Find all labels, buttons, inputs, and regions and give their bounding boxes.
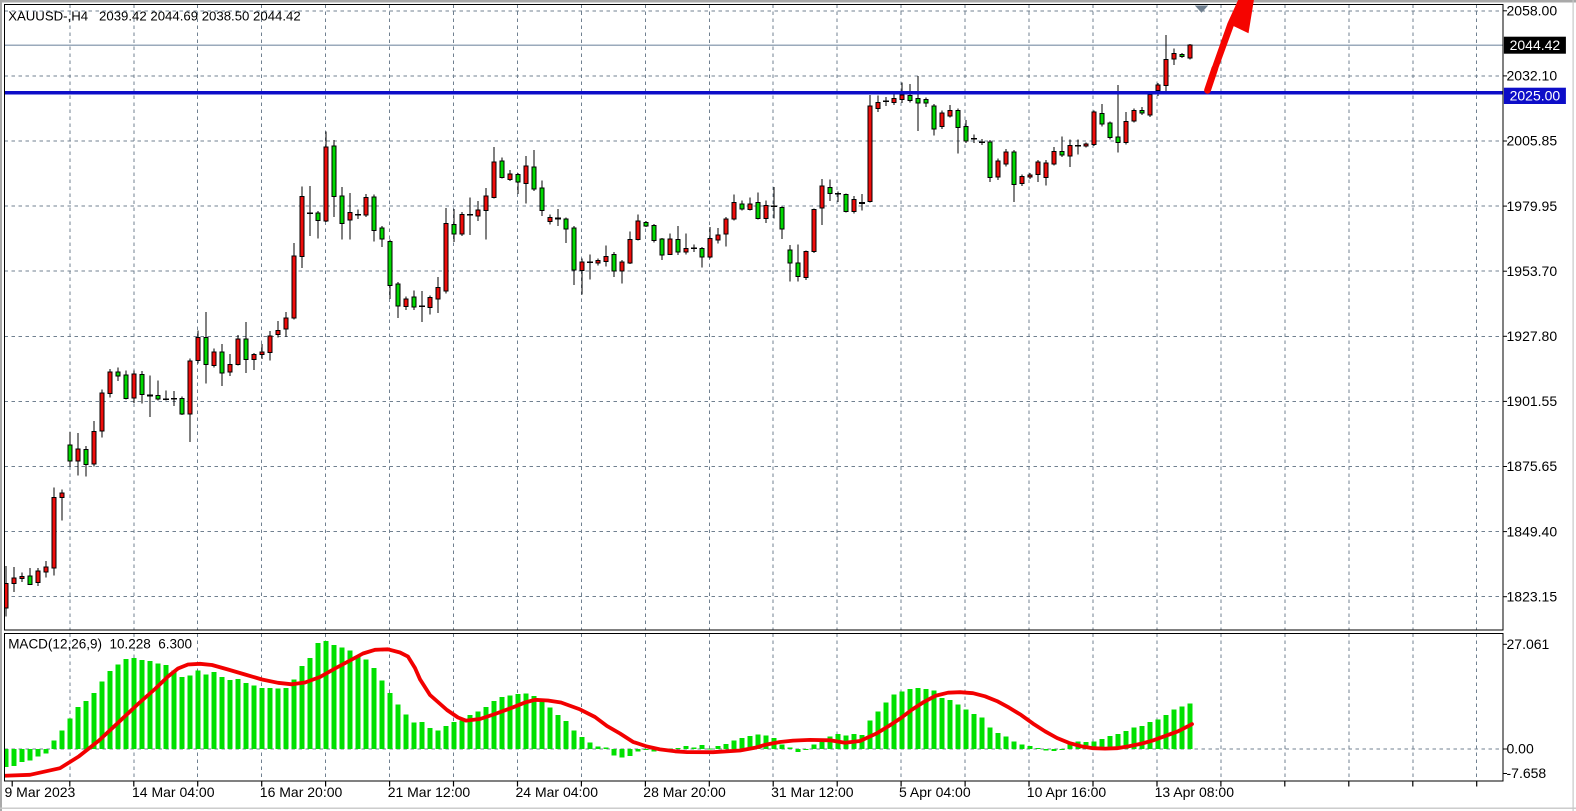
svg-text:0.00: 0.00 xyxy=(1507,741,1534,757)
svg-text:2005.85: 2005.85 xyxy=(1507,133,1558,149)
svg-text:2044.42: 2044.42 xyxy=(1510,37,1561,53)
svg-text:1875.65: 1875.65 xyxy=(1507,458,1558,474)
svg-text:1823.15: 1823.15 xyxy=(1507,588,1558,604)
svg-text:14 Mar 04:00: 14 Mar 04:00 xyxy=(132,784,215,800)
svg-text:1901.55: 1901.55 xyxy=(1507,393,1558,409)
svg-text:2025.00: 2025.00 xyxy=(1510,87,1561,103)
svg-text:24 Mar 04:00: 24 Mar 04:00 xyxy=(516,784,599,800)
svg-text:1953.70: 1953.70 xyxy=(1507,263,1558,279)
svg-text:10 Apr 16:00: 10 Apr 16:00 xyxy=(1027,784,1107,800)
svg-text:1927.80: 1927.80 xyxy=(1507,328,1558,344)
svg-text:21 Mar 12:00: 21 Mar 12:00 xyxy=(388,784,471,800)
svg-text:27.061: 27.061 xyxy=(1507,636,1550,652)
svg-text:2058.00: 2058.00 xyxy=(1507,3,1558,19)
svg-text:31 Mar 12:00: 31 Mar 12:00 xyxy=(771,784,854,800)
svg-text:-7.658: -7.658 xyxy=(1507,765,1547,781)
svg-text:1979.95: 1979.95 xyxy=(1507,198,1558,214)
svg-text:2032.10: 2032.10 xyxy=(1507,68,1558,84)
svg-text:5 Apr 04:00: 5 Apr 04:00 xyxy=(899,784,971,800)
svg-text:9 Mar 2023: 9 Mar 2023 xyxy=(5,784,76,800)
svg-text:1849.40: 1849.40 xyxy=(1507,523,1558,539)
svg-text:28 Mar 20:00: 28 Mar 20:00 xyxy=(643,784,726,800)
svg-text:13 Apr 08:00: 13 Apr 08:00 xyxy=(1155,784,1235,800)
svg-text:16 Mar 20:00: 16 Mar 20:00 xyxy=(260,784,343,800)
svg-text:XAUUSD-,H4 2039.42 2044.69 2: XAUUSD-,H4 2039.42 2044.69 2038.50 2044.… xyxy=(8,9,301,24)
svg-text:MACD(12,26,9) 10.228 6.300: MACD(12,26,9) 10.228 6.300 xyxy=(8,637,192,652)
